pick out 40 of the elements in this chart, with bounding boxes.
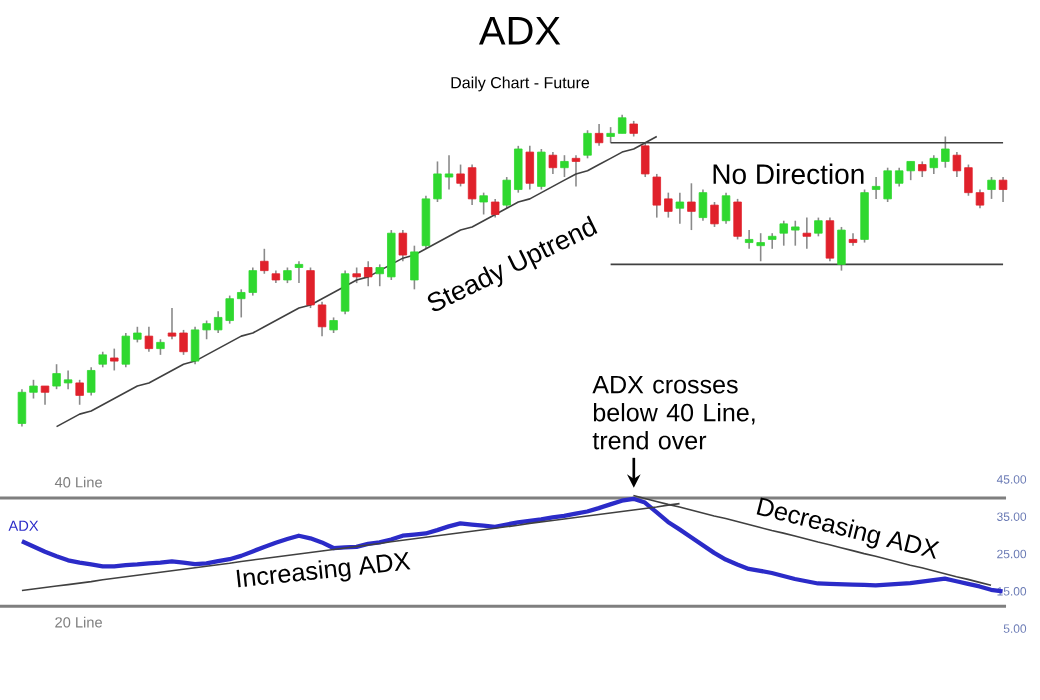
chart-title: ADX (478, 16, 561, 45)
candlestick (571, 154, 581, 188)
candlestick (583, 129, 592, 160)
candlestick (825, 216, 835, 263)
candlestick (260, 247, 269, 275)
candlestick (814, 216, 823, 238)
candlestick (560, 154, 569, 178)
candlestick (710, 201, 719, 228)
annotation: Increasing ADX (236, 551, 411, 588)
candlestick (837, 226, 846, 272)
candlestick (40, 385, 50, 406)
candlestick (398, 229, 408, 263)
candlestick (848, 232, 858, 247)
candlestick (410, 244, 419, 291)
candlestick (525, 145, 535, 191)
candlestick (860, 188, 869, 244)
candlestick (802, 216, 812, 250)
candlestick (998, 176, 1008, 203)
candlestick (548, 151, 558, 175)
candlestick (75, 379, 84, 406)
candlestick (675, 191, 685, 225)
candlestick (721, 191, 731, 225)
annotation: ADX crosses below 40 Line, trend over (592, 375, 755, 450)
candlestick (340, 269, 350, 316)
candlestick (490, 198, 500, 219)
candlestick (687, 182, 696, 231)
candlestick (987, 176, 996, 200)
candlestick (294, 260, 304, 284)
candlestick (698, 188, 708, 222)
chart-subtitle: Daily Chart - Future (451, 76, 590, 92)
candlestick (641, 141, 650, 178)
annotation: No Direction (713, 163, 864, 185)
candlestick (594, 123, 604, 147)
candlestick (768, 232, 777, 250)
candlestick (144, 325, 154, 353)
candlestick (479, 191, 488, 216)
candlestick (733, 198, 742, 241)
candlestick (86, 366, 96, 397)
candlestick (110, 347, 119, 372)
candlestick (537, 148, 546, 191)
